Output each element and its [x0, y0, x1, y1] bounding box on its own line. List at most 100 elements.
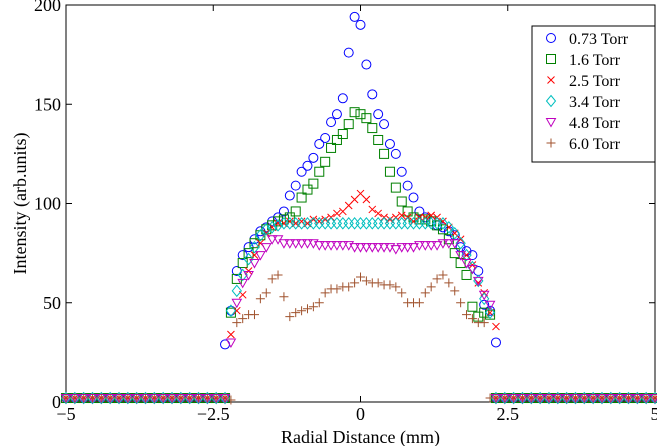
data-point: [490, 337, 501, 348]
x-tick-label: 5: [651, 404, 657, 424]
data-point: [379, 119, 390, 130]
data-point: [285, 217, 294, 226]
data-point: [437, 217, 449, 230]
data-point: [426, 216, 437, 227]
data-point: [243, 252, 254, 266]
data-point: [325, 241, 337, 251]
data-point: [467, 301, 478, 312]
baseline-point: [132, 393, 142, 403]
data-point: [238, 314, 248, 324]
data-point: [414, 206, 425, 217]
data-point: [255, 294, 265, 304]
data-point: [249, 259, 260, 269]
data-point: [455, 258, 466, 269]
data-point: [385, 280, 395, 290]
data-point: [331, 109, 342, 120]
data-point: [337, 217, 348, 230]
data-point: [409, 217, 418, 226]
data-point: [297, 306, 307, 316]
data-point: [243, 242, 254, 253]
data-point: [296, 166, 307, 177]
data-point: [225, 338, 237, 348]
data-point: [325, 217, 337, 230]
legend-marker: [546, 138, 556, 148]
data-point: [396, 166, 407, 177]
data-point: [226, 395, 236, 405]
data-point: [302, 184, 313, 195]
baseline-point: [509, 393, 519, 403]
data-point: [384, 138, 395, 149]
baseline-point: [623, 393, 633, 403]
series-4-8-torr: [60, 235, 657, 404]
baseline-point: [650, 393, 657, 403]
baseline-point: [517, 393, 527, 403]
data-point: [367, 123, 378, 134]
baseline-point: [202, 393, 212, 403]
data-point: [337, 93, 348, 104]
data-point: [479, 318, 489, 328]
data-point: [350, 278, 360, 288]
data-point: [290, 180, 301, 191]
data-point: [231, 298, 243, 309]
data-point: [431, 241, 443, 251]
baseline-point: [597, 393, 607, 403]
data-point: [278, 206, 289, 217]
data-point: [397, 211, 406, 220]
x-tick-label: −5: [56, 404, 75, 424]
data-point: [290, 206, 301, 217]
data-point: [261, 223, 272, 236]
baseline-point: [167, 393, 177, 403]
data-point: [361, 113, 372, 124]
data-point: [396, 196, 407, 207]
data-point: [449, 239, 461, 249]
data-point: [397, 288, 407, 298]
data-point: [378, 217, 390, 230]
data-point: [255, 228, 266, 242]
data-point: [443, 221, 454, 234]
data-point: [249, 310, 259, 320]
data-point: [432, 274, 442, 284]
data-point: [402, 180, 413, 191]
data-point: [320, 288, 330, 298]
baseline-point: [96, 393, 106, 403]
data-point: [390, 148, 401, 159]
data-point: [314, 166, 325, 177]
legend-label: 0.73 Torr: [569, 31, 629, 48]
x-axis-label: Radial Distance (mm): [281, 427, 440, 446]
baseline-point: [211, 393, 221, 403]
legend-label: 2.5 Torr: [569, 73, 621, 90]
data-point: [355, 243, 366, 253]
data-point: [472, 276, 484, 287]
legend-label: 6.0 Torr: [569, 136, 621, 153]
data-point: [425, 241, 437, 251]
data-point: [402, 206, 413, 217]
data-point: [461, 269, 472, 280]
baseline-point: [61, 393, 71, 403]
data-point: [408, 192, 419, 203]
y-tick-label: 50: [43, 293, 61, 313]
data-point: [449, 248, 460, 259]
data-point: [384, 166, 395, 177]
data-point: [337, 129, 348, 140]
data-point: [361, 243, 372, 253]
data-point: [343, 47, 354, 58]
data-point: [437, 239, 449, 249]
data-point: [249, 238, 260, 249]
data-point: [225, 304, 237, 317]
data-point: [484, 300, 496, 311]
baseline-point: [553, 393, 563, 403]
data-point: [314, 298, 324, 308]
baseline-point: [185, 393, 195, 403]
data-point: [439, 217, 447, 226]
data-point: [273, 270, 283, 280]
legend-marker: [546, 54, 556, 64]
data-point: [284, 190, 295, 201]
y-tick-label: 150: [34, 94, 61, 114]
data-point: [302, 304, 312, 314]
data-point: [232, 306, 241, 315]
data-point: [420, 214, 431, 225]
baseline-point: [526, 393, 536, 403]
data-point: [231, 284, 242, 298]
data-point: [426, 282, 436, 292]
